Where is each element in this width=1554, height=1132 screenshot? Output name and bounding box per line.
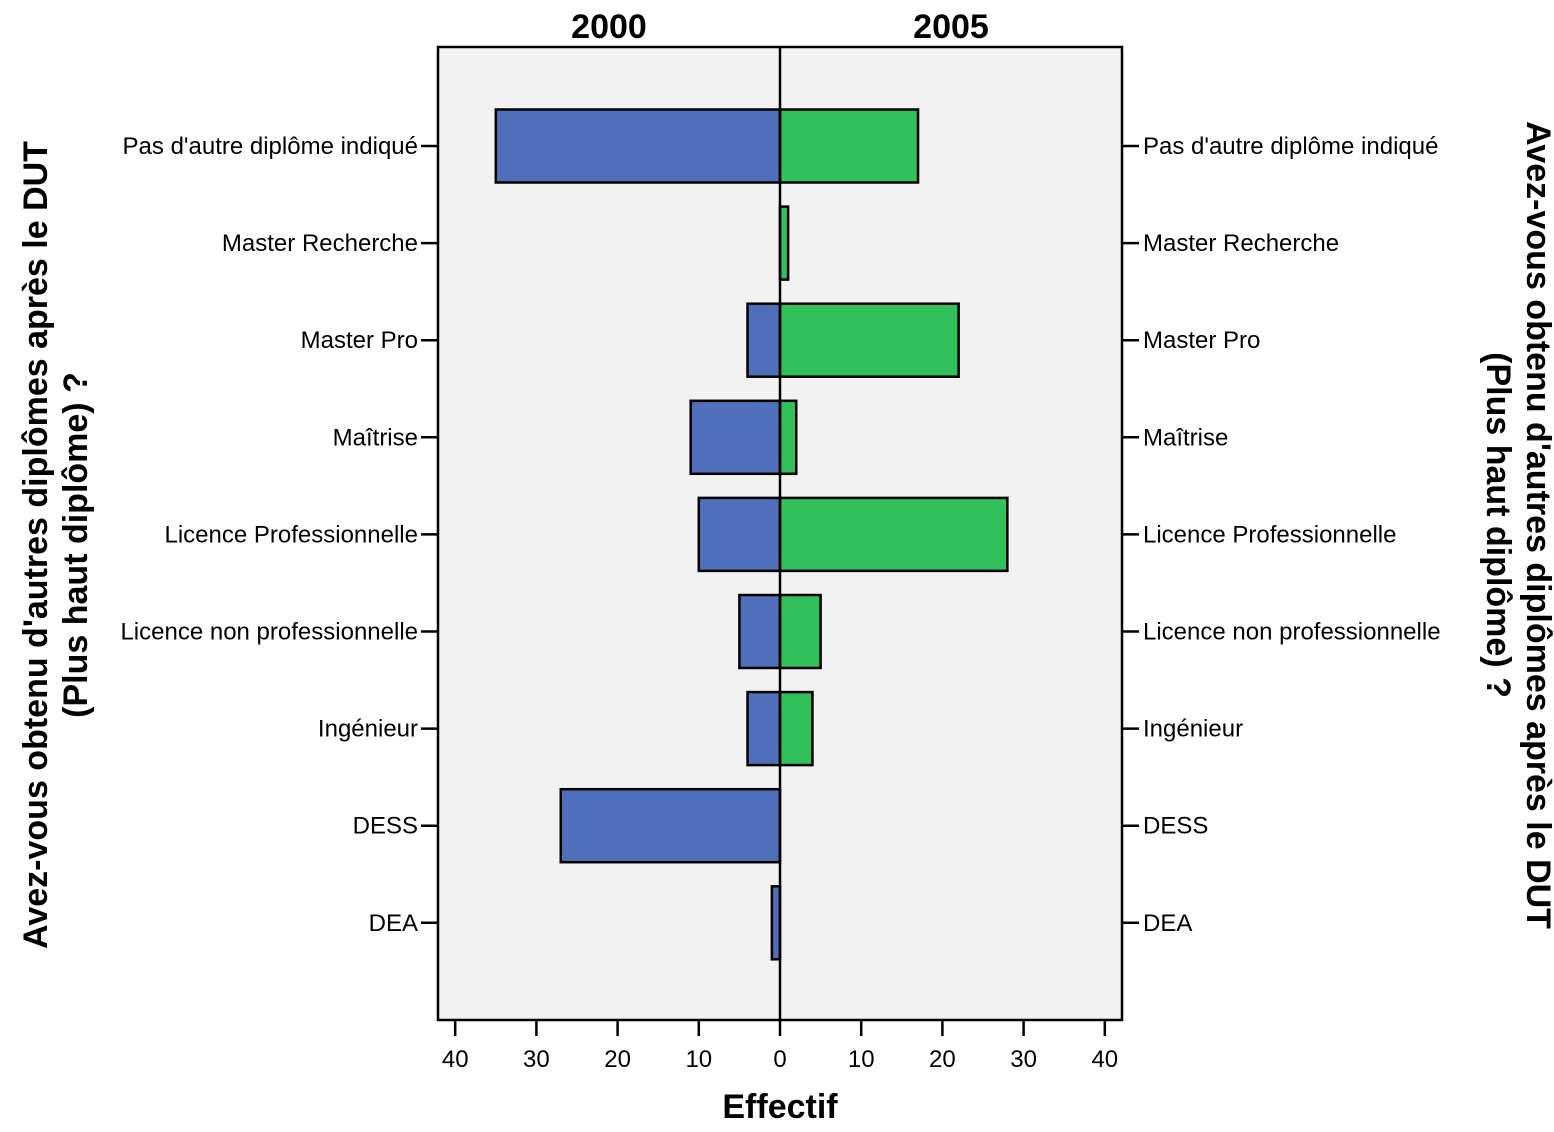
- svg-text:Avez-vous obtenu d'autres dipl: Avez-vous obtenu d'autres diplômes après…: [1519, 121, 1554, 929]
- bar-2005: [778, 496, 1009, 573]
- right-category-label: Ingénieur: [1143, 716, 1243, 743]
- right-category-labels: Pas d'autre diplôme indiqué Master Recher…: [1122, 133, 1441, 937]
- left-category-label: DEA: [369, 910, 418, 937]
- bar-2000: [746, 690, 782, 767]
- left-category-labels: Pas d'autre diplôme indiqué Master Recher…: [120, 133, 438, 937]
- x-axis-title: Effectif: [722, 1088, 838, 1126]
- x-tick-label: 30: [1010, 1046, 1037, 1073]
- bar-2000: [738, 593, 782, 670]
- bar-2005: [778, 690, 814, 767]
- x-tick-label: 30: [523, 1046, 550, 1073]
- right-category-label: Maîtrise: [1143, 424, 1228, 451]
- left-category-label: Pas d'autre diplôme indiqué: [123, 133, 418, 160]
- x-tick-label: 10: [848, 1046, 875, 1073]
- right-category-label: Licence Professionnelle: [1143, 521, 1397, 548]
- x-tick-label: 0: [773, 1046, 786, 1073]
- panel-title-2005: 2005: [913, 8, 989, 46]
- left-category-label: Master Pro: [301, 327, 418, 354]
- x-axis-ticks: 40 30 20 10 0 10 20 30 40: [442, 1020, 1118, 1073]
- right-category-label: Master Recherche: [1143, 230, 1339, 257]
- right-category-label: Master Pro: [1143, 327, 1260, 354]
- panel-title-2000: 2000: [571, 8, 647, 46]
- bar-2005: [778, 593, 822, 670]
- x-tick-label: 40: [442, 1046, 469, 1073]
- bar-2005: [778, 399, 798, 476]
- x-tick-label: 40: [1091, 1046, 1118, 1073]
- right-category-label: DESS: [1143, 813, 1208, 840]
- bar-2005: [778, 302, 960, 378]
- left-category-label: Maîtrise: [333, 424, 418, 451]
- svg-text:(Plus haut diplôme) ?: (Plus haut diplôme) ?: [57, 372, 95, 718]
- bar-2000: [746, 302, 782, 378]
- right-category-label: Pas d'autre diplôme indiqué: [1143, 133, 1438, 160]
- bar-2000: [559, 787, 782, 864]
- svg-text:(Plus haut diplôme) ?: (Plus haut diplôme) ?: [1479, 352, 1517, 698]
- bar-2000: [689, 399, 782, 476]
- x-tick-label: 20: [929, 1046, 956, 1073]
- right-y-axis-title: Avez-vous obtenu d'autres diplômes après…: [1479, 121, 1554, 929]
- left-category-label: Licence Professionnelle: [165, 521, 419, 548]
- bar-2000: [494, 108, 782, 184]
- left-category-label: Licence non professionnelle: [120, 619, 418, 646]
- left-category-label: Master Recherche: [222, 230, 418, 257]
- left-category-label: DESS: [353, 813, 418, 840]
- left-category-label: Ingénieur: [318, 716, 418, 743]
- left-y-axis-title: Avez-vous obtenu d'autres diplômes après…: [17, 141, 95, 949]
- svg-text:Avez-vous obtenu d'autres dipl: Avez-vous obtenu d'autres diplômes après…: [17, 141, 55, 949]
- x-tick-label: 20: [604, 1046, 631, 1073]
- bar-2005: [778, 108, 920, 184]
- right-category-label: Licence non professionnelle: [1143, 619, 1441, 646]
- right-category-label: DEA: [1143, 910, 1192, 937]
- bar-2000: [697, 496, 782, 573]
- bars-group: [494, 108, 1009, 961]
- x-tick-label: 10: [685, 1046, 712, 1073]
